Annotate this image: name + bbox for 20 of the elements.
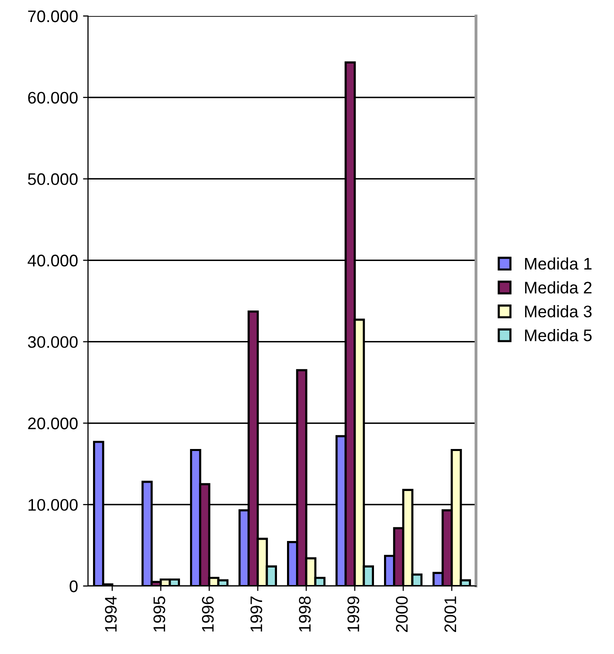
legend-label: Medida 3 <box>525 305 592 318</box>
x-tick-label: 1995 <box>153 596 166 632</box>
y-tick-label: 10.000 <box>28 498 78 511</box>
x-tick-label: 1998 <box>298 596 311 632</box>
x-tick-label: 1999 <box>347 596 360 632</box>
y-tick-label: 30.000 <box>28 336 78 348</box>
x-tick-label: 1997 <box>250 596 262 632</box>
y-tick-label: 50.000 <box>28 173 78 186</box>
y-tick-label: 70.000 <box>28 10 78 22</box>
legend-label: Medida 5 <box>525 329 592 342</box>
legend-label: Medida 1 <box>525 257 592 270</box>
legend-label: Medida 2 <box>525 281 592 294</box>
x-tick-label: 2000 <box>396 596 408 632</box>
y-tick-label: 60.000 <box>28 92 78 104</box>
x-tick-label: 1996 <box>202 596 214 632</box>
y-tick-label: 40.000 <box>28 254 78 266</box>
x-tick-label: 1994 <box>104 596 117 632</box>
y-tick-label: 0 <box>70 580 78 592</box>
x-tick-label: 2001 <box>444 596 456 632</box>
y-tick-label: 20.000 <box>28 418 78 430</box>
